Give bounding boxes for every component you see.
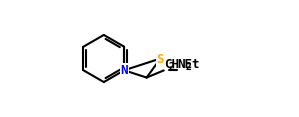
Text: NEt: NEt xyxy=(178,58,200,71)
Text: CH: CH xyxy=(164,58,179,71)
Text: N: N xyxy=(120,64,128,77)
Text: S: S xyxy=(157,53,164,66)
Text: 2: 2 xyxy=(169,62,175,72)
Text: 2: 2 xyxy=(185,62,191,72)
